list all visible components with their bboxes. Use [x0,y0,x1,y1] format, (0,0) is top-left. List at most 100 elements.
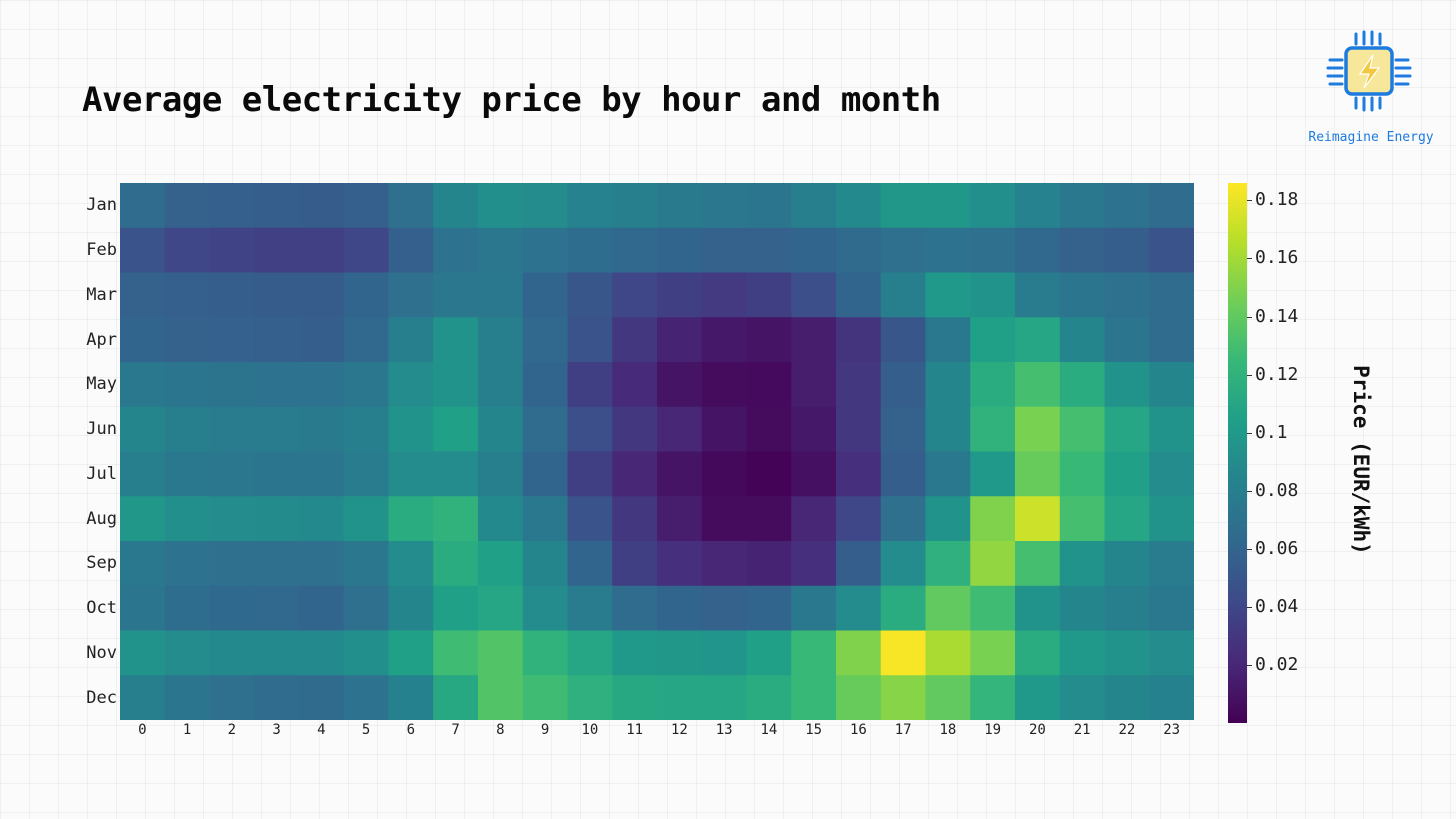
heatmap-cell [746,362,792,408]
heatmap-cell [254,317,300,363]
heatmap-cell [836,451,882,497]
heatmap-cell [209,272,255,318]
heatmap-cell [120,406,166,453]
heatmap-cell [120,541,166,587]
heatmap-cell [791,496,837,542]
heatmap-cell [925,317,971,363]
heatmap-cell [343,585,390,632]
heatmap-cell [1015,227,1061,274]
heatmap-cell [791,585,837,632]
heatmap-cell [791,630,837,676]
heatmap-cell [1149,585,1194,632]
heatmap-cell [1149,541,1194,587]
heatmap-cell [746,227,792,274]
heatmap-cell [657,675,703,720]
heatmap-cell [791,317,837,363]
heatmap-cell [746,541,792,587]
heatmap-cell [880,227,927,274]
heatmap-cell [388,541,434,587]
heatmap-cell [254,496,300,542]
heatmap-cell [478,675,524,720]
heatmap-cell [388,451,434,497]
heatmap-cell [612,272,658,318]
heatmap-cell [746,675,792,720]
brand-name: Reimagine Energy [1308,130,1434,145]
heatmap-cell [343,451,390,497]
heatmap-cell [1104,317,1150,363]
heatmap-cell [970,541,1016,587]
heatmap-cell [164,317,211,363]
heatmap-cell [478,585,524,632]
heatmap-cell [880,317,927,363]
heatmap-cell [164,675,211,720]
heatmap-cell [343,630,390,676]
heatmap-cell [657,272,703,318]
heatmap-cell [880,675,927,720]
heatmap-cell [164,272,211,318]
heatmap-cell [1104,630,1150,676]
heatmap-cell [299,451,345,497]
heatmap-cell [209,496,255,542]
heatmap-cell [791,183,837,229]
colorbar-tick-label: 0.04 [1255,595,1299,617]
x-tick-label: 14 [760,722,778,738]
heatmap-cell [970,183,1016,229]
heatmap-cell [433,362,479,408]
heatmap-cell [1059,183,1106,229]
colorbar-tick [1247,606,1252,608]
x-tick-label: 6 [406,722,416,738]
heatmap-cell [657,630,703,676]
heatmap-cell [522,496,569,542]
heatmap-cell [836,585,882,632]
heatmap-cell [120,227,166,274]
heatmap-cell [209,227,255,274]
heatmap-cell [1015,406,1061,453]
heatmap-cell [478,541,524,587]
heatmap-cell [701,541,748,587]
heatmap-cell [970,272,1016,318]
heatmap-cell [254,272,300,318]
heatmap-cell [254,451,300,497]
heatmap-cell [836,183,882,229]
heatmap-cell [254,585,300,632]
heatmap-cell [612,630,658,676]
heatmap-cell [120,362,166,408]
heatmap-cell [612,496,658,542]
heatmap-cell [970,406,1016,453]
heatmap-cell [880,496,927,542]
heatmap-cell [120,451,166,497]
heatmap-cell [164,496,211,542]
heatmap-cell [388,317,434,363]
x-tick-label: 15 [805,722,823,738]
heatmap-cell [1149,183,1194,229]
heatmap-cell [657,317,703,363]
colorbar-tick-label: 0.08 [1255,479,1299,501]
heatmap-cell [567,362,613,408]
heatmap-cell [836,317,882,363]
heatmap-plot [120,183,1194,720]
heatmap-cell [209,362,255,408]
heatmap-cell [522,675,569,720]
heatmap-cell [343,183,390,229]
heatmap-cell [433,272,479,318]
heatmap-cell [1015,272,1061,318]
colorbar-tick [1247,200,1252,202]
heatmap-cell [701,630,748,676]
heatmap-cell [925,406,971,453]
heatmap-cell [880,541,927,587]
heatmap-cell [164,183,211,229]
heatmap-cell [925,272,971,318]
heatmap-cell [1015,541,1061,587]
x-tick-label: 8 [496,722,505,738]
heatmap-cell [209,541,255,587]
heatmap-cell [1059,317,1106,363]
x-tick-label: 2 [227,722,237,738]
heatmap-cell [478,183,524,229]
heatmap-cell [567,496,613,542]
heatmap-cell [1104,451,1150,497]
heatmap-cell [612,317,658,363]
heatmap-cell [388,183,434,229]
heatmap-cell [478,272,524,318]
x-tick-label: 19 [984,722,1002,738]
heatmap-cell [925,630,971,676]
